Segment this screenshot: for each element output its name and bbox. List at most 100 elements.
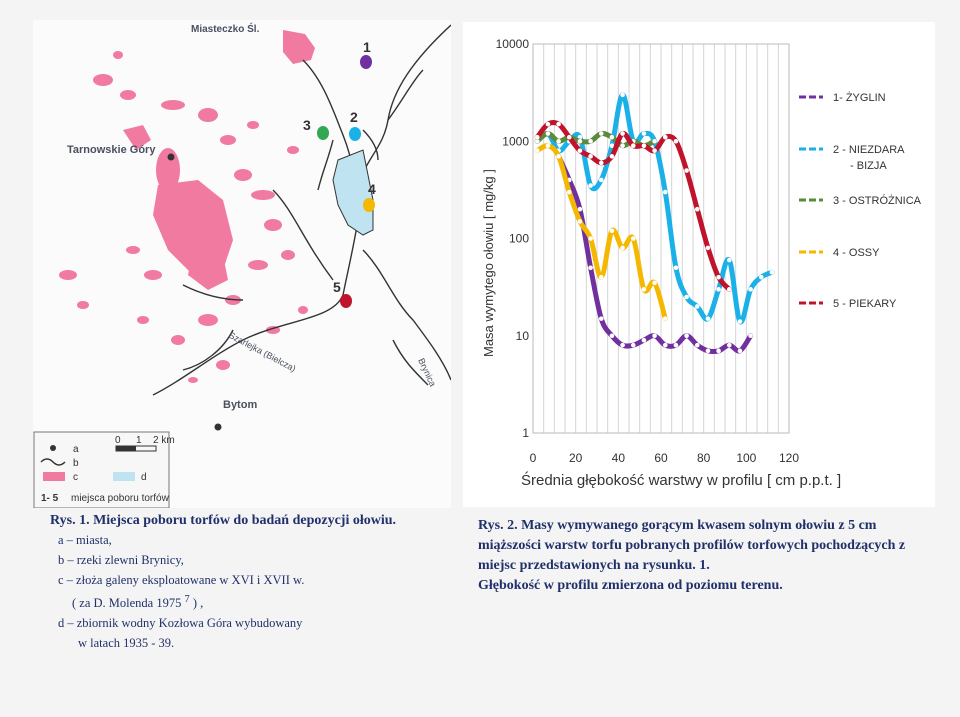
data-point bbox=[620, 131, 625, 136]
data-point bbox=[758, 274, 764, 280]
data-point bbox=[694, 304, 700, 309]
data-point bbox=[566, 189, 572, 195]
caption-1-ref-pre: ( za D. Molenda 1975 bbox=[72, 596, 185, 611]
data-point bbox=[588, 236, 593, 241]
data-point bbox=[641, 143, 647, 148]
caption-1-ref-post: ) , bbox=[189, 596, 204, 611]
data-point bbox=[545, 131, 551, 136]
data-point bbox=[588, 183, 593, 188]
data-point bbox=[534, 138, 540, 144]
data-point bbox=[609, 154, 615, 159]
data-point bbox=[726, 287, 732, 292]
site-number-5: 5 bbox=[333, 279, 341, 295]
river-label-szarlejka: Szarlejka (Bielcza) bbox=[227, 330, 298, 374]
chart-legend: 1- ŻYGLIN 2 - NIEZDARA - BIZJA 3 - OSTRÓ… bbox=[799, 91, 922, 310]
data-point bbox=[684, 168, 689, 173]
data-point bbox=[769, 269, 775, 275]
rivers bbox=[152, 24, 452, 396]
x-tick-label: 0 bbox=[530, 451, 537, 465]
caption-1-item-c-ref: ( za D. Molenda 1975 7 ) , bbox=[50, 590, 450, 613]
town-label-miasteczko: Miasteczko Śl. bbox=[191, 22, 260, 35]
town-label-tarnowskie-gory: Tarnowskie Góry bbox=[67, 144, 156, 156]
data-point bbox=[598, 274, 604, 280]
data-point bbox=[598, 131, 604, 136]
y-tick-label: 1000 bbox=[502, 134, 529, 148]
data-point bbox=[684, 333, 689, 339]
town-marker-bytom bbox=[214, 423, 222, 431]
town-label-bytom: Bytom bbox=[223, 399, 257, 411]
y-tick-label: 1 bbox=[522, 426, 529, 440]
site-number-4: 4 bbox=[368, 181, 376, 197]
data-point bbox=[598, 316, 604, 321]
data-point bbox=[673, 138, 679, 144]
data-point bbox=[577, 138, 583, 144]
caption-1-ref-sup: 7 bbox=[184, 594, 190, 605]
site-marker-3 bbox=[317, 126, 329, 140]
legend-symbol-a bbox=[50, 445, 56, 451]
site-number-3: 3 bbox=[303, 117, 311, 133]
data-point bbox=[609, 143, 615, 148]
data-point bbox=[577, 219, 583, 224]
legend-sites-key: 1- 5 bbox=[41, 493, 59, 504]
site-marker-4 bbox=[363, 198, 375, 212]
data-point bbox=[726, 342, 732, 348]
legend-symbol-b bbox=[40, 458, 66, 466]
scale-tick-0: 0 bbox=[115, 435, 121, 446]
legend-label-b: b bbox=[73, 458, 79, 469]
x-tick-label: 120 bbox=[779, 451, 799, 465]
series-line-4 bbox=[534, 143, 668, 322]
chart-axes: 10000 1000 100 10 1 0 20 40 60 80 100 12… bbox=[496, 37, 800, 465]
data-point bbox=[534, 134, 540, 140]
data-point bbox=[545, 143, 551, 148]
legend-symbol-c bbox=[43, 472, 65, 481]
data-point bbox=[662, 316, 668, 321]
data-point bbox=[556, 121, 561, 127]
caption-figure-1: Rys. 1. Miejsca poboru torfów do badań d… bbox=[50, 512, 450, 653]
chart-grid bbox=[532, 44, 790, 433]
data-point bbox=[588, 265, 593, 271]
map-canvas: Miasteczko Śl. Tarnowskie Góry Bytom Sza… bbox=[33, 22, 452, 509]
caption-1-item-d2: w latach 1935 - 39. bbox=[78, 636, 175, 651]
x-tick-label: 20 bbox=[569, 451, 583, 465]
caption-2-text: Rys. 2. Masy wymywanego gorącym kwasem s… bbox=[478, 518, 906, 573]
data-point bbox=[620, 143, 625, 148]
legend-label-3: 3 - OSTRÓŻNICA bbox=[833, 194, 922, 207]
scale-tick-1: 1 bbox=[136, 435, 142, 446]
x-axis-label: Średnia głębokość warstwy w profilu [ cm… bbox=[521, 471, 841, 489]
legend-label-1: 1- ŻYGLIN bbox=[833, 91, 886, 104]
scale-bar-fill bbox=[116, 446, 136, 451]
y-axis-label: Masa wymytego ołowiu [ mg/kg ] bbox=[481, 169, 496, 357]
data-point bbox=[630, 236, 636, 241]
data-point bbox=[716, 274, 721, 280]
data-point bbox=[609, 228, 615, 234]
data-point bbox=[705, 245, 711, 251]
data-point bbox=[577, 148, 583, 153]
data-point bbox=[662, 189, 668, 195]
legend-sites-label: miejsca poboru torfów bbox=[71, 493, 170, 504]
data-point bbox=[705, 348, 711, 354]
legend-label-5: 5 - PIEKARY bbox=[833, 298, 897, 310]
x-tick-label: 60 bbox=[654, 451, 668, 465]
river-label-brynica: Brynica bbox=[416, 357, 438, 388]
data-point bbox=[630, 342, 636, 348]
data-point bbox=[694, 206, 700, 212]
y-tick-label: 10000 bbox=[496, 37, 530, 51]
data-point bbox=[652, 148, 657, 153]
caption-1-item-c: c – złoża galeny eksploatowane w XVI i X… bbox=[58, 573, 305, 587]
data-point bbox=[598, 160, 604, 166]
data-point bbox=[620, 342, 625, 348]
chart-panel: 10000 1000 100 10 1 0 20 40 60 80 100 12… bbox=[463, 22, 935, 507]
caption-1-title: Rys. 1. Miejsca poboru torfów do badań d… bbox=[50, 513, 397, 528]
data-point bbox=[726, 257, 732, 263]
data-point bbox=[641, 131, 647, 136]
x-tick-label: 80 bbox=[697, 451, 711, 465]
data-point bbox=[609, 333, 615, 339]
chart-canvas: 10000 1000 100 10 1 0 20 40 60 80 100 12… bbox=[481, 37, 922, 489]
legend-label-a: a bbox=[73, 444, 79, 455]
x-tick-label: 40 bbox=[612, 451, 626, 465]
site-number-1: 1 bbox=[363, 39, 371, 55]
data-point bbox=[620, 245, 625, 251]
data-point bbox=[534, 148, 540, 153]
legend-symbol-d bbox=[113, 472, 135, 481]
y-tick-label: 100 bbox=[509, 232, 529, 246]
